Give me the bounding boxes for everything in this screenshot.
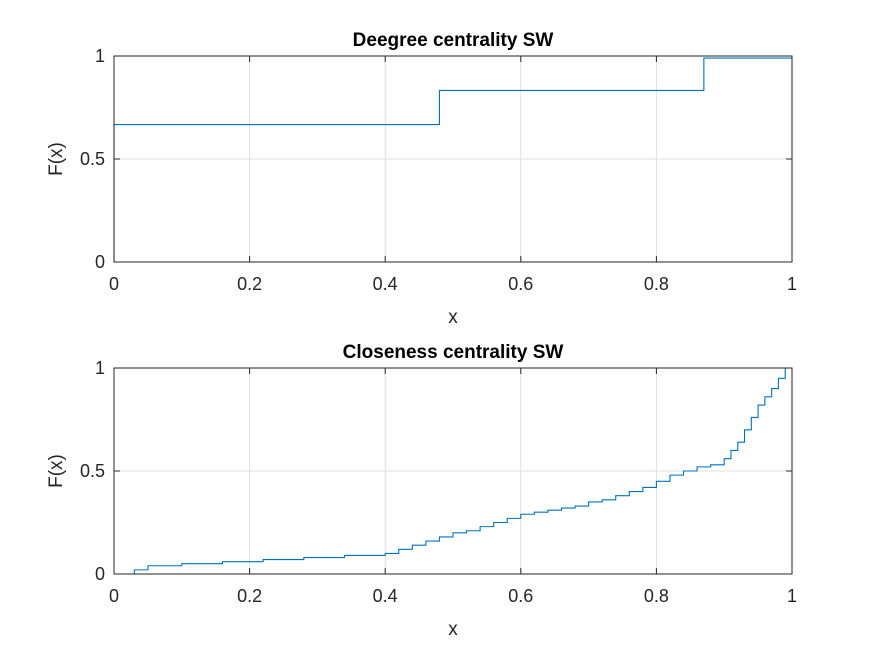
x-tick-label: 0.6	[508, 274, 533, 294]
x-tick-label: 0.6	[508, 586, 533, 606]
x-tick-label: 1	[787, 586, 797, 606]
x-tick-label: 0.8	[644, 274, 669, 294]
chart-panel-2: 0 0.2 0.4 0.6 0.8 1 0 0.5 1 Closeness centrality …	[46, 342, 797, 640]
y-tick-label: 0	[95, 252, 105, 272]
y-tick-label: 1	[95, 358, 105, 378]
chart-title: Closeness centrality SW	[343, 342, 564, 363]
y-tick-label: 0	[95, 564, 105, 584]
chart-panel-1: 0 0.2 0.4 0.6 0.8 1 0 0.5 1 Deegree centrality SW…	[46, 30, 797, 328]
y-axis-label: F(x)	[46, 142, 67, 176]
x-axis-label: x	[448, 307, 458, 328]
x-tick-label: 0	[109, 274, 119, 294]
y-tick-label: 0.5	[80, 461, 105, 481]
x-axis-label: x	[448, 619, 458, 640]
x-tick-label: 0	[109, 586, 119, 606]
x-tick-label: 0.8	[644, 586, 669, 606]
y-tick-label: 1	[95, 46, 105, 66]
x-tick-label: 0.2	[237, 586, 262, 606]
x-tick-label: 0.2	[237, 274, 262, 294]
ecdf-series-1	[133, 367, 792, 574]
x-tick-label: 0.4	[373, 586, 398, 606]
y-axis-label: F(x)	[46, 454, 67, 488]
x-tick-label: 1	[787, 274, 797, 294]
chart-title: Deegree centrality SW	[353, 30, 554, 51]
y-tick-label: 0.5	[80, 149, 105, 169]
x-tick-label: 0.4	[373, 274, 398, 294]
